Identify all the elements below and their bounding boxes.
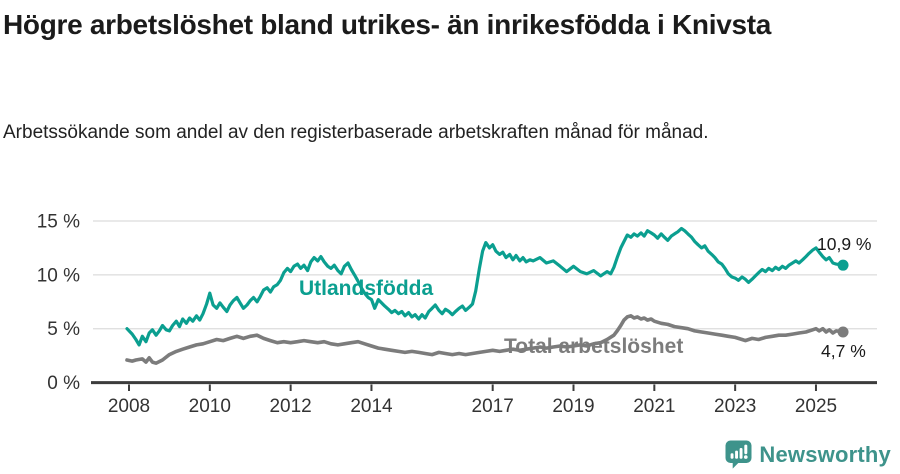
series-end-dot-0 bbox=[837, 259, 849, 271]
series-label-utlandsfodda: Utlandsfödda bbox=[299, 277, 434, 300]
series-label-total-arbetsloshet: Total arbetslöshet bbox=[504, 335, 684, 358]
y-tick-label: 15 % bbox=[37, 212, 80, 233]
series-line-1 bbox=[125, 313, 845, 366]
x-tick-label: 2008 bbox=[108, 396, 150, 417]
x-tick-label: 2025 bbox=[795, 396, 837, 417]
brand-name: Newsworthy bbox=[759, 441, 891, 467]
y-tick-label: 5 % bbox=[47, 319, 80, 340]
end-value-label-total: 4,7 % bbox=[821, 341, 866, 361]
newsworthy-logo-icon bbox=[725, 440, 752, 469]
x-tick-label: 2014 bbox=[350, 396, 393, 417]
end-value-label-utlandsfodda: 10,9 % bbox=[817, 234, 872, 254]
chart-subtitle: Arbetssökande som andel av den registerb… bbox=[3, 122, 709, 143]
x-tick-label: 2017 bbox=[472, 396, 514, 417]
x-tick-label: 2010 bbox=[189, 396, 231, 417]
series-end-dot-1 bbox=[837, 326, 849, 338]
brand-footer: Newsworthy bbox=[725, 440, 891, 469]
x-tick-label: 2019 bbox=[552, 396, 594, 417]
x-tick-label: 2012 bbox=[269, 396, 311, 417]
chart-title: Högre arbetslöshet bland utrikes- än inr… bbox=[3, 9, 772, 40]
x-tick-label: 2021 bbox=[633, 396, 675, 417]
x-tick-label: 2023 bbox=[714, 396, 756, 417]
series-line-0 bbox=[125, 226, 845, 347]
y-tick-label: 10 % bbox=[37, 265, 80, 286]
y-tick-label: 0 % bbox=[47, 373, 80, 394]
